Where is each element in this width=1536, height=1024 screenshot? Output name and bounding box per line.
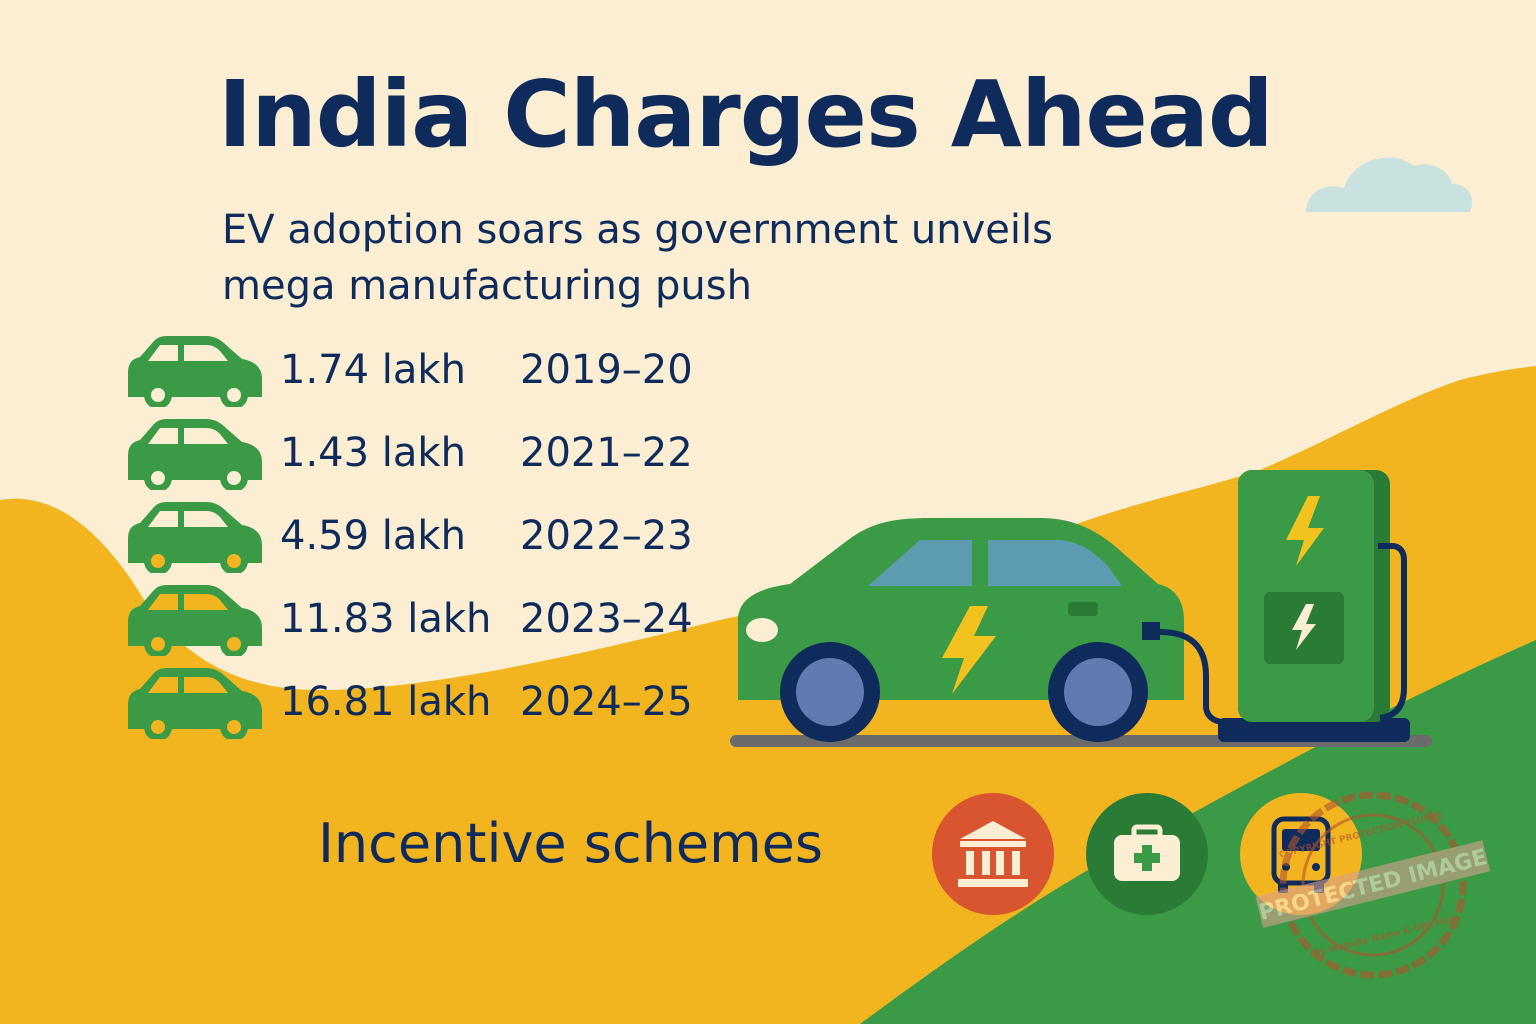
lightning-bolt-icon <box>942 606 996 694</box>
fiscal-year: 2023–24 <box>520 595 693 642</box>
cloud-shape <box>1306 157 1472 212</box>
subtitle: EV adoption soars as government unveils … <box>222 207 1053 309</box>
toolbox-plus-icon <box>1086 793 1208 915</box>
car-icon <box>128 335 262 407</box>
ev-sales-value: 11.83 lakh <box>280 595 492 642</box>
ev-sales-value: 4.59 lakh <box>280 512 466 559</box>
fiscal-year: 2019–20 <box>520 346 693 393</box>
stat-row: 1.74 lakh 2019–20 <box>120 328 693 411</box>
ev-sales-value: 1.74 lakh <box>280 346 466 393</box>
page-title: India Charges Ahead <box>218 61 1274 168</box>
stat-row: 1.43 lakh 2021–22 <box>120 411 693 494</box>
lightning-bolt-icon <box>1286 496 1324 566</box>
car-icon <box>128 501 262 573</box>
bank-building-icon <box>932 793 1054 915</box>
electric-car-illustration <box>738 518 1184 742</box>
svg-text:COPYRIGHT PROTECTION PLUGIN: COPYRIGHT PROTECTION PLUGIN <box>1278 810 1443 860</box>
lightning-bolt-icon <box>1292 604 1316 650</box>
charging-station-illustration <box>1142 470 1410 742</box>
ev-sales-value: 1.43 lakh <box>280 429 466 476</box>
ev-charging-scene <box>730 470 1432 747</box>
stat-row: 16.81 lakh 2024–25 <box>120 660 693 743</box>
car-icon <box>128 667 262 739</box>
car-icon <box>128 418 262 490</box>
protected-image-stamp: PROTECTED IMAGE COPYRIGHT PROTECTION PLU… <box>1255 791 1491 979</box>
fiscal-year: 2021–22 <box>520 429 693 476</box>
stat-row: 11.83 lakh 2023–24 <box>120 577 693 660</box>
fiscal-year: 2024–25 <box>520 678 693 725</box>
stat-row: 4.59 lakh 2022–23 <box>120 494 693 577</box>
incentive-schemes-heading: Incentive schemes <box>318 812 824 875</box>
car-icon <box>128 584 262 656</box>
ev-sales-value: 16.81 lakh <box>280 678 492 725</box>
fiscal-year: 2022–23 <box>520 512 693 559</box>
ev-sales-list: 1.74 lakh 2019–20 1.43 lakh 2021–22 4.59… <box>120 328 693 743</box>
